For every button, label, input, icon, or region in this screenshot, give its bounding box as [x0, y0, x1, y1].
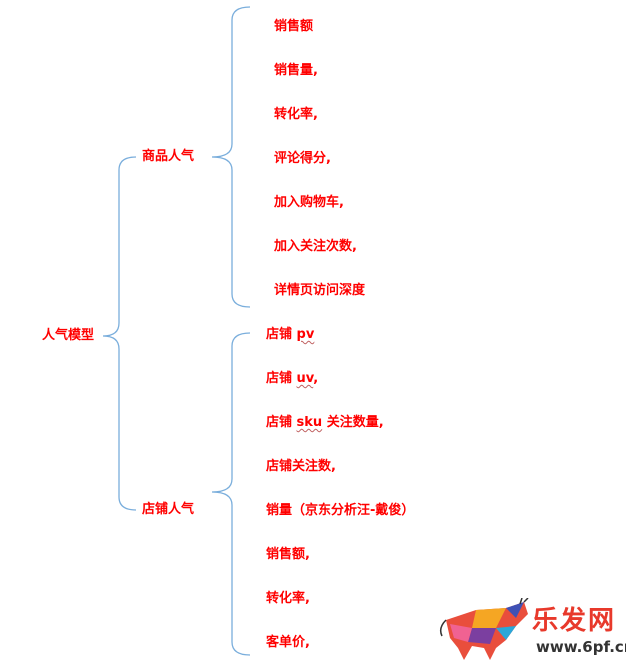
- leaf-item: 客单价,: [266, 635, 310, 650]
- leaf-item: 转化率,: [266, 591, 310, 606]
- leaf-item: 销量（京东分析汪-戴俊）: [266, 503, 415, 518]
- leaf-term: sku: [296, 415, 323, 430]
- leaf-text: 关注数量,: [322, 415, 384, 430]
- leaf-text: 店铺: [266, 371, 297, 386]
- leaf-item: 店铺关注数,: [266, 459, 336, 474]
- root-brace: [102, 156, 137, 511]
- leaf-term: uv: [296, 371, 314, 386]
- leaf-item: 店铺 sku 关注数量,: [266, 415, 384, 431]
- leaf-item: 评论得分,: [274, 151, 331, 166]
- watermark-name: 乐发网: [532, 606, 617, 636]
- leaf-item: 加入关注次数,: [274, 239, 357, 254]
- leaf-text: 店铺: [266, 327, 297, 342]
- leaf-item: 销售量,: [274, 63, 318, 78]
- leaf-text: 店铺: [266, 415, 297, 430]
- leaf-item: 销售额: [274, 19, 314, 34]
- bull-logo-icon: [439, 597, 529, 660]
- leaf-item: 转化率,: [274, 107, 318, 122]
- leaf-item: 店铺 pv: [266, 327, 314, 343]
- branch-product-popularity: 商品人气: [142, 149, 195, 164]
- leaf-item: 详情页访问深度: [274, 283, 366, 298]
- store-brace: [211, 332, 251, 656]
- watermark-logo: 乐发网 www.6pf.cn: [436, 597, 626, 664]
- leaf-text: ,: [313, 371, 319, 386]
- leaf-term: pv: [296, 327, 315, 342]
- product-brace: [211, 6, 251, 308]
- watermark-url: www.6pf.cn: [536, 638, 626, 656]
- branch-store-popularity: 店铺人气: [142, 502, 195, 517]
- leaf-item: 店铺 uv,: [266, 371, 318, 387]
- root-node: 人气模型: [42, 328, 95, 343]
- leaf-item: 加入购物车,: [274, 195, 344, 210]
- leaf-item: 销售额,: [266, 547, 310, 562]
